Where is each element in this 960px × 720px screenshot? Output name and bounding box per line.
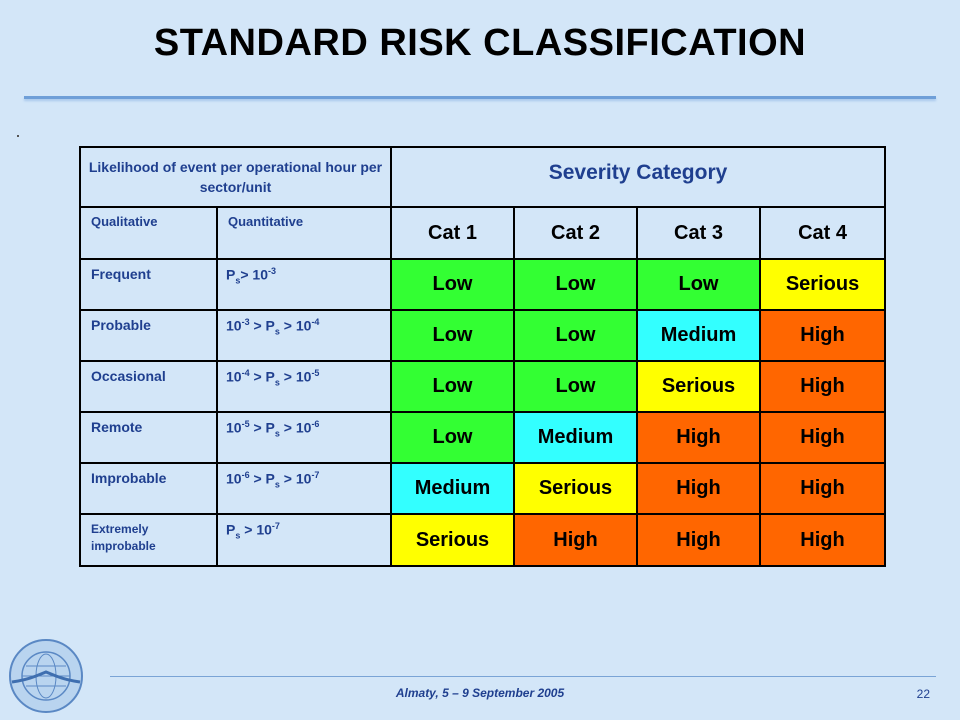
page-number: 22 [916, 687, 930, 701]
risk-cell: Low [513, 258, 638, 311]
qualitative-likelihood: Remote [79, 411, 218, 464]
quantitative-part: 10 [226, 317, 242, 334]
risk-cell: High [758, 513, 887, 567]
footer-location-date: Almaty, 5 – 9 September 2005 [395, 686, 565, 700]
quantitative-part: > 10 [279, 368, 312, 385]
risk-cell: High [636, 462, 761, 515]
cat-2-header: Cat 2 [513, 206, 638, 260]
quantitative-part: > P [249, 419, 275, 436]
table-row: Frequent Ps> 10-3 Low Low Low Serious [79, 258, 887, 311]
risk-cell: Medium [390, 462, 515, 515]
quantitative-likelihood: 10-6 > Ps > 10-7 [216, 462, 392, 515]
risk-cell: High [758, 462, 887, 515]
quantitative-part: > P [249, 317, 275, 334]
cat-4-header: Cat 4 [758, 206, 887, 260]
quantitative-part: s [274, 428, 280, 439]
quantitative-part: -4 [241, 368, 250, 378]
quantitative-part: s [274, 326, 280, 337]
page-title: STANDARD RISK CLASSIFICATION [153, 22, 807, 64]
quantitative-part: > 10 [279, 419, 312, 436]
title-divider [24, 96, 936, 99]
quantitative-part: -5 [241, 419, 250, 429]
qualitative-header: Qualitative [79, 206, 218, 260]
quantitative-likelihood: 10-4 > Ps > 10-5 [216, 360, 392, 413]
quantitative-part: -7 [271, 521, 280, 531]
risk-cell: Serious [636, 360, 761, 413]
risk-cell: Medium [636, 309, 761, 362]
qualitative-likelihood: Frequent [79, 258, 218, 311]
quantitative-likelihood: Ps> 10-3 [216, 258, 392, 311]
quantitative-part: s [274, 377, 280, 388]
quantitative-part: -3 [241, 317, 250, 327]
qualitative-likelihood: Improbable [79, 462, 218, 515]
risk-cell: High [758, 360, 887, 413]
risk-cell: Low [390, 360, 515, 413]
likelihood-header: Likelihood of event per operational hour… [79, 146, 392, 208]
risk-cell: Serious [513, 462, 638, 515]
quantitative-part: -5 [311, 368, 320, 378]
quantitative-likelihood: 10-3 > Ps > 10-4 [216, 309, 392, 362]
quantitative-part: > 10 [279, 317, 312, 334]
quantitative-part: 10 [226, 419, 242, 436]
table-row: Remote 10-5 > Ps > 10-6 Low Medium High High [79, 411, 887, 464]
quantitative-part: P [226, 266, 236, 283]
quantitative-part: > P [249, 470, 275, 487]
quantitative-part: 10 [226, 368, 242, 385]
quantitative-part: 10 [226, 470, 242, 487]
quantitative-header: Quantitative [216, 206, 392, 260]
risk-cell: High [636, 411, 761, 464]
quantitative-part: -3 [268, 266, 277, 276]
severity-header: Severity Category [389, 146, 887, 208]
quantitative-part: -4 [311, 317, 320, 327]
qualitative-likelihood: Probable [79, 309, 218, 362]
quantitative-part: > 10 [240, 521, 272, 538]
quantitative-part: > 10 [279, 470, 312, 487]
quantitative-part: P [226, 521, 236, 538]
qualitative-likelihood: Occasional [79, 360, 218, 413]
risk-cell: Serious [758, 258, 887, 311]
risk-cell: Low [513, 360, 638, 413]
quantitative-part: -6 [241, 470, 250, 480]
quantitative-likelihood: 10-5 > Ps > 10-6 [216, 411, 392, 464]
risk-cell: Low [390, 309, 515, 362]
qualitative-likelihood: Extremely improbable [79, 513, 218, 567]
risk-cell: High [513, 513, 638, 567]
risk-cell: High [636, 513, 761, 567]
icao-emblem-icon [9, 639, 83, 713]
quantitative-part: s [235, 530, 241, 541]
quantitative-part: > 10 [240, 266, 268, 283]
risk-cell: Low [513, 309, 638, 362]
quantitative-part: -6 [311, 419, 320, 429]
table-row: Extremely improbable Ps > 10-7 Serious High… [79, 513, 887, 567]
risk-cell: High [758, 309, 887, 362]
table-row: Probable 10-3 > Ps > 10-4 Low Low Medium High [79, 309, 887, 362]
cat-3-header: Cat 3 [636, 206, 761, 260]
risk-cell: Low [390, 411, 515, 464]
quantitative-part: s [235, 275, 241, 286]
risk-cell: Serious [390, 513, 515, 567]
table-row: Occasional 10-4 > Ps > 10-5 Low Low Serious H… [79, 360, 887, 413]
quantitative-part: -7 [311, 470, 320, 480]
risk-classification-table: Likelihood of event per operational hour… [79, 146, 887, 567]
risk-cell: Medium [513, 411, 638, 464]
cat-1-header: Cat 1 [390, 206, 515, 260]
quantitative-part: s [274, 479, 280, 490]
stray-dot [17, 135, 19, 137]
risk-cell: High [758, 411, 887, 464]
quantitative-likelihood: Ps > 10-7 [216, 513, 392, 567]
quantitative-part: > P [249, 368, 275, 385]
footer-divider [110, 676, 936, 677]
table-row: Improbable 10-6 > Ps > 10-7 Medium Serious H… [79, 462, 887, 515]
risk-cell: Low [636, 258, 761, 311]
risk-cell: Low [390, 258, 515, 311]
